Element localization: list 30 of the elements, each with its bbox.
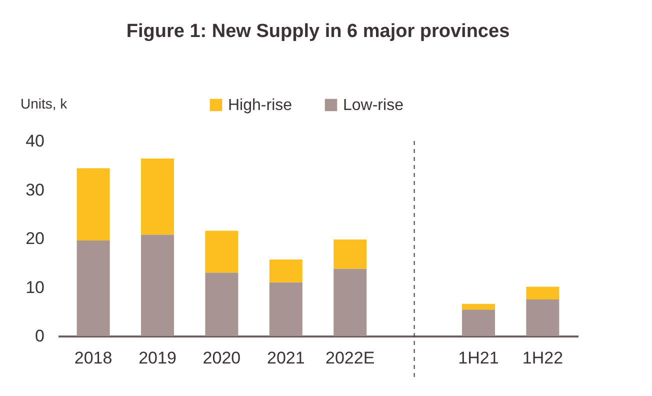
bar [269,282,302,336]
x-tick-label: 2022E [326,348,375,368]
y-tick-label: 30 [26,180,44,200]
bar [526,299,560,336]
bar [462,304,495,310]
bar [334,239,367,269]
bar [462,310,495,336]
y-tick-label: 20 [26,229,44,248]
legend-label: Low-rise [343,97,404,114]
bar [205,272,238,336]
y-tick-label: 0 [35,326,44,346]
bar [76,168,110,240]
bar [141,158,174,235]
bar [334,268,367,336]
x-tick-label: 2020 [202,348,241,368]
bar [76,240,110,336]
y-tick-label: 40 [26,132,44,150]
bar [205,230,238,273]
chart-title: Figure 1: New Supply in 6 major provinces [126,21,510,42]
y-axis-title: Units, k [20,96,68,112]
x-tick-label: 2019 [138,348,176,368]
bar [526,286,560,300]
legend-label: High-rise [228,97,292,114]
bar [269,259,302,282]
bar [141,234,174,336]
x-tick-label: 1H22 [522,348,564,368]
y-tick-label: 10 [26,278,44,297]
x-tick-label: 2021 [266,348,305,368]
x-tick-label: 1H21 [458,348,499,368]
x-tick-label: 2018 [74,348,112,368]
